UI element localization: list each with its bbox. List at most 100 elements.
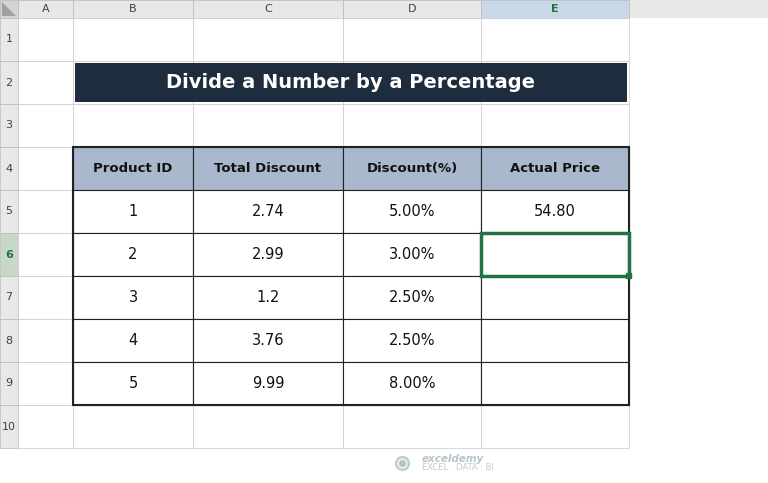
Bar xyxy=(481,61,629,104)
Text: C: C xyxy=(264,4,272,14)
Text: 7: 7 xyxy=(5,293,12,302)
Bar xyxy=(18,61,73,104)
Bar xyxy=(73,147,629,405)
Text: 8.00%: 8.00% xyxy=(389,376,435,391)
Bar xyxy=(481,233,629,276)
Bar xyxy=(0,190,18,233)
Text: 1: 1 xyxy=(128,204,137,219)
Bar xyxy=(75,63,627,102)
Bar xyxy=(0,104,18,147)
Bar xyxy=(481,319,629,362)
Text: 1: 1 xyxy=(5,34,12,44)
Text: 4: 4 xyxy=(128,333,137,348)
Text: 3.00%: 3.00% xyxy=(389,247,435,262)
Text: 2: 2 xyxy=(128,247,137,262)
Bar xyxy=(0,0,768,18)
Bar xyxy=(73,233,193,276)
Text: 54.80: 54.80 xyxy=(534,204,576,219)
Bar xyxy=(625,272,631,278)
Bar xyxy=(73,405,193,448)
Bar xyxy=(73,319,193,362)
Bar xyxy=(481,0,629,18)
Bar xyxy=(343,190,481,233)
Bar xyxy=(193,276,343,319)
Bar xyxy=(481,104,629,147)
Bar xyxy=(73,18,193,61)
Bar xyxy=(73,233,193,276)
Bar xyxy=(481,362,629,405)
Bar xyxy=(0,405,18,448)
Polygon shape xyxy=(2,2,16,16)
Bar xyxy=(343,233,481,276)
Bar xyxy=(0,319,18,362)
Text: A: A xyxy=(41,4,49,14)
Text: EXCEL · DATA · BI: EXCEL · DATA · BI xyxy=(422,464,494,472)
Bar xyxy=(193,0,343,18)
Bar xyxy=(0,233,18,276)
Bar xyxy=(343,190,481,233)
Bar xyxy=(18,104,73,147)
Bar xyxy=(343,233,481,276)
Bar xyxy=(193,104,343,147)
Bar xyxy=(343,147,481,190)
Text: 5: 5 xyxy=(5,207,12,216)
Bar xyxy=(193,61,343,104)
Bar xyxy=(481,147,629,190)
Text: 2.74: 2.74 xyxy=(252,204,284,219)
Bar xyxy=(73,61,193,104)
Bar xyxy=(18,362,73,405)
Bar xyxy=(481,190,629,233)
Bar xyxy=(481,276,629,319)
Bar xyxy=(343,18,481,61)
Text: 2.50%: 2.50% xyxy=(389,290,435,305)
Text: 9: 9 xyxy=(5,379,12,388)
Text: Actual Price: Actual Price xyxy=(510,162,600,175)
Text: 5.00%: 5.00% xyxy=(389,204,435,219)
Bar xyxy=(0,61,18,104)
Bar xyxy=(193,319,343,362)
Bar xyxy=(0,0,18,18)
Bar xyxy=(73,147,193,190)
Bar xyxy=(73,362,193,405)
Bar xyxy=(73,190,193,233)
Bar xyxy=(73,0,193,18)
Bar xyxy=(0,362,18,405)
Bar xyxy=(481,233,629,276)
Bar xyxy=(481,405,629,448)
Bar xyxy=(481,362,629,405)
Bar xyxy=(73,362,193,405)
Bar xyxy=(73,104,193,147)
Text: 3.76: 3.76 xyxy=(252,333,284,348)
Bar xyxy=(193,276,343,319)
Bar xyxy=(73,276,193,319)
Text: 5: 5 xyxy=(128,376,137,391)
Text: exceldemy: exceldemy xyxy=(422,454,485,464)
Bar xyxy=(0,276,18,319)
Bar xyxy=(343,104,481,147)
Bar xyxy=(481,147,629,190)
Bar xyxy=(481,233,629,276)
Text: 3: 3 xyxy=(128,290,137,305)
Bar xyxy=(18,190,73,233)
Bar xyxy=(18,319,73,362)
Bar xyxy=(343,276,481,319)
Bar xyxy=(193,190,343,233)
Text: E: E xyxy=(551,4,559,14)
Bar xyxy=(343,276,481,319)
Bar xyxy=(343,405,481,448)
Bar xyxy=(73,190,193,233)
Bar xyxy=(193,18,343,61)
Text: 6: 6 xyxy=(5,250,13,259)
Text: 8: 8 xyxy=(5,336,12,345)
Text: 4: 4 xyxy=(5,164,12,173)
Bar xyxy=(193,233,343,276)
Text: 2.50%: 2.50% xyxy=(389,333,435,348)
Bar xyxy=(343,319,481,362)
Bar xyxy=(343,0,481,18)
Bar xyxy=(18,233,73,276)
Text: Total Discount: Total Discount xyxy=(214,162,322,175)
Bar xyxy=(481,319,629,362)
Bar xyxy=(193,319,343,362)
Bar xyxy=(18,18,73,61)
Bar xyxy=(0,147,18,190)
